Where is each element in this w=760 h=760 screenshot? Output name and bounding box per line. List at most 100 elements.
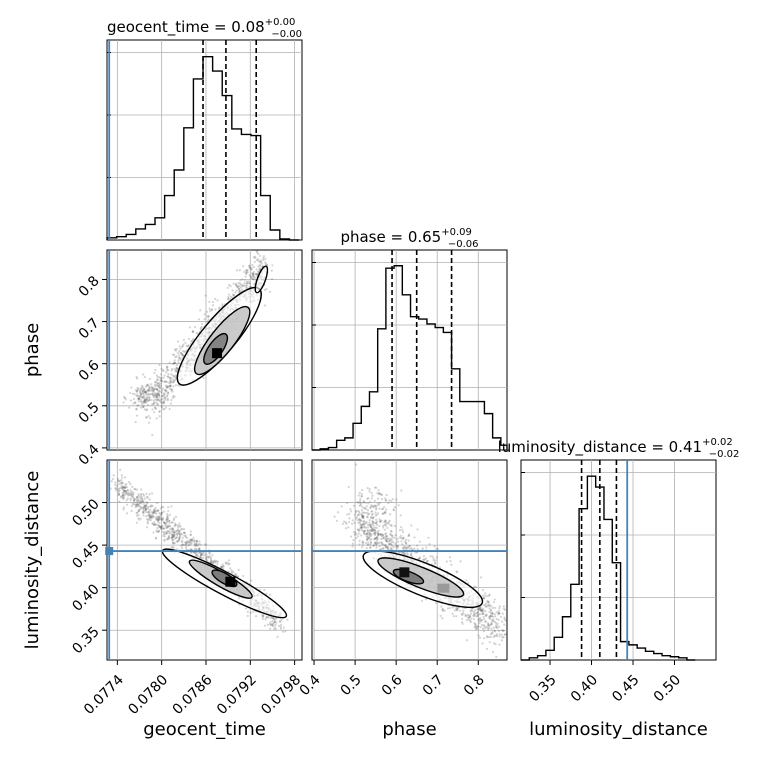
sample-point	[143, 504, 146, 507]
sample-point	[186, 540, 189, 543]
sample-point	[482, 630, 486, 633]
sample-point	[155, 388, 159, 391]
sample-point	[478, 607, 481, 610]
sample-point	[140, 403, 143, 406]
sample-point	[482, 612, 485, 615]
sample-point	[362, 507, 366, 510]
sample-point	[230, 572, 233, 575]
sample-point	[487, 604, 490, 607]
sample-point	[168, 519, 171, 522]
sample-point	[139, 391, 142, 394]
sample-point	[387, 546, 390, 549]
sample-point	[123, 486, 126, 490]
sample-point	[375, 544, 378, 547]
sample-point	[172, 533, 175, 536]
sample-point	[401, 537, 404, 540]
sample-point	[167, 381, 170, 384]
sample-point	[138, 518, 141, 521]
sample-point	[360, 502, 363, 505]
sample-point	[281, 630, 284, 633]
x-tick-label: 0.0786	[170, 672, 216, 718]
sample-point	[436, 547, 439, 551]
sample-point	[147, 386, 151, 390]
sample-point	[164, 406, 167, 409]
sample-point	[479, 620, 483, 623]
sample-point	[271, 624, 274, 628]
sample-point	[361, 545, 364, 549]
sample-point	[446, 607, 450, 610]
sample-point	[358, 529, 361, 533]
sample-point	[171, 531, 174, 534]
sample-point	[123, 486, 126, 489]
sample-point	[158, 383, 161, 386]
sample-point	[273, 618, 276, 621]
sample-point	[195, 542, 198, 545]
sample-point	[396, 537, 399, 540]
sample-point	[275, 617, 278, 620]
sample-point	[160, 376, 163, 380]
sample-point	[250, 266, 253, 269]
sample-point	[115, 489, 118, 492]
sample-point	[158, 386, 161, 389]
sample-point	[144, 390, 147, 394]
sample-point	[358, 504, 361, 507]
sample-point	[234, 283, 238, 286]
sample-point	[393, 536, 396, 539]
sample-point	[490, 609, 493, 612]
sample-point	[477, 634, 480, 637]
sample-point	[170, 537, 173, 540]
sample-point	[372, 516, 375, 519]
sample-point	[173, 374, 176, 377]
sample-point	[377, 532, 380, 535]
sample-point	[476, 625, 480, 628]
sample-point	[140, 497, 144, 500]
sample-point	[153, 521, 156, 524]
sample-point	[174, 349, 177, 352]
sample-point	[373, 531, 376, 534]
sample-point	[380, 547, 383, 551]
sample-point	[280, 618, 283, 622]
sample-point	[184, 543, 187, 546]
sample-point	[166, 391, 170, 395]
sample-point	[154, 537, 157, 540]
sample-point	[491, 650, 495, 654]
sample-point	[217, 307, 221, 310]
sample-point	[172, 533, 175, 537]
sample-point	[475, 612, 479, 615]
sample-point	[176, 351, 179, 355]
sample-point	[220, 565, 223, 569]
sample-point	[410, 524, 413, 527]
sample-point	[465, 614, 468, 617]
sample-point	[161, 394, 164, 398]
sample-point	[176, 531, 179, 534]
sample-point	[165, 386, 168, 390]
sample-point	[396, 540, 400, 543]
sample-point	[425, 559, 429, 563]
y-tick-label: 0.7	[76, 315, 103, 342]
sample-point	[359, 534, 363, 537]
sample-point	[222, 567, 225, 570]
sample-point	[187, 344, 190, 347]
sample-point	[173, 368, 176, 371]
sample-point	[459, 560, 462, 563]
sample-point	[478, 606, 481, 609]
sample-point	[170, 534, 174, 537]
sample-point	[477, 608, 480, 612]
sample-point	[491, 615, 494, 618]
sample-point	[189, 533, 193, 536]
sample-point	[357, 511, 361, 514]
sample-point	[492, 635, 495, 639]
sample-point	[487, 623, 490, 626]
sample-point	[165, 369, 169, 372]
sample-point	[474, 623, 477, 626]
sample-point	[363, 506, 367, 510]
sample-point	[477, 613, 480, 616]
sample-point	[141, 385, 144, 389]
sample-point	[472, 614, 475, 617]
sample-point	[156, 398, 159, 401]
sample-point	[259, 265, 262, 268]
sample-point	[381, 533, 384, 536]
sample-point	[385, 522, 388, 525]
sample-point	[173, 395, 176, 398]
sample-point	[354, 511, 358, 514]
